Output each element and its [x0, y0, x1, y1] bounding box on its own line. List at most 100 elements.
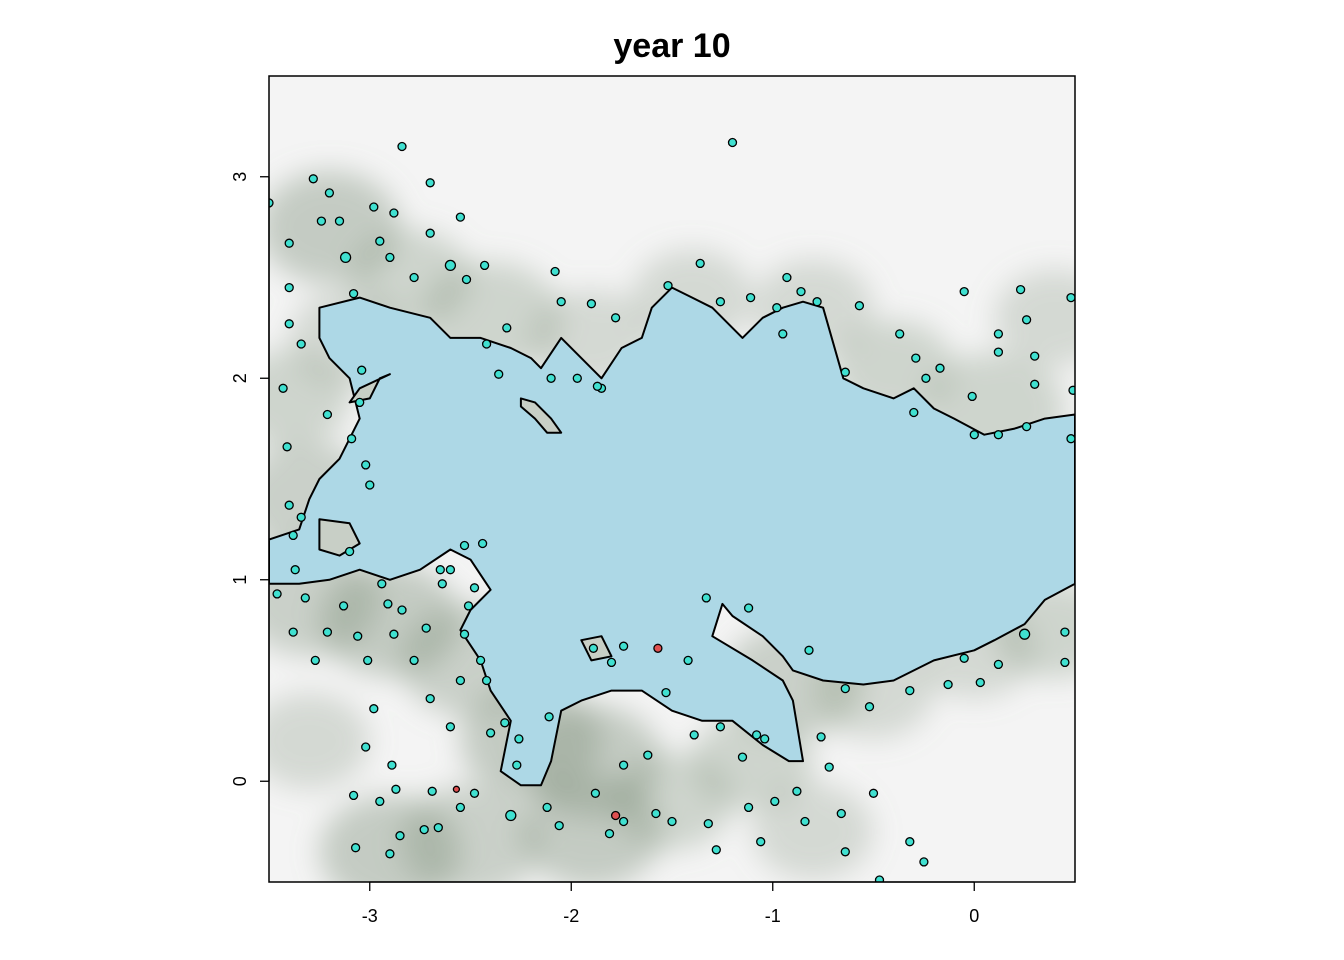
data-point: [389, 208, 399, 218]
data-point: [604, 828, 615, 839]
data-point: [397, 605, 407, 615]
data-point: [727, 137, 738, 148]
data-point: [756, 837, 766, 847]
data-point: [737, 752, 748, 762]
y-tick-label: 3: [230, 172, 250, 182]
data-point: [544, 712, 554, 722]
data-point: [338, 601, 349, 611]
data-point: [369, 202, 379, 212]
data-point: [272, 589, 282, 599]
data-point: [348, 790, 359, 801]
data-point: [1030, 351, 1040, 361]
data-point: [391, 784, 401, 794]
data-point: [864, 702, 875, 712]
data-point: [425, 228, 435, 238]
x-tick-label: -2: [563, 906, 579, 926]
water-body: [269, 287, 1075, 786]
data-point: [427, 786, 437, 796]
data-point: [459, 540, 470, 551]
data-point: [993, 329, 1004, 339]
x-tick-label: -1: [765, 906, 781, 926]
data-point: [1021, 315, 1032, 325]
data-point: [695, 258, 705, 269]
data-point: [322, 627, 333, 637]
data-point: [296, 512, 306, 522]
data-point: [479, 260, 490, 271]
data-point: [435, 565, 445, 575]
data-point: [905, 685, 915, 696]
island: [519, 397, 563, 434]
data-point: [796, 286, 806, 297]
data-point: [397, 141, 407, 152]
y-axis: 0 1 2 3: [230, 172, 270, 786]
data-point: [935, 363, 945, 373]
data-point: [745, 292, 756, 303]
data-point: [494, 369, 504, 379]
data-point: [824, 762, 834, 772]
data-point: [346, 434, 357, 444]
data-point: [278, 383, 288, 393]
data-point: [959, 653, 969, 663]
data-point: [363, 655, 373, 666]
data-point: [500, 718, 510, 728]
data-point: [701, 593, 711, 603]
data-point: [943, 679, 953, 690]
highlight-point: [610, 810, 621, 821]
data-point: [546, 373, 556, 383]
data-point: [911, 353, 921, 363]
data-point: [868, 788, 879, 798]
data-point: [284, 500, 294, 510]
data-point: [334, 216, 345, 226]
data-point: [355, 397, 365, 408]
data-point: [512, 760, 522, 770]
data-point: [993, 430, 1004, 440]
data-point: [284, 319, 294, 329]
data-point: [455, 802, 466, 813]
data-point: [554, 820, 564, 831]
data-point: [308, 174, 318, 184]
data-point: [993, 659, 1004, 670]
data-point: [751, 730, 762, 740]
data-point: [812, 297, 822, 307]
data-point: [778, 329, 788, 339]
data-point: [1060, 627, 1070, 637]
data-point: [461, 274, 472, 285]
data-point: [792, 786, 802, 796]
y-tick-label: 0: [230, 776, 250, 786]
data-point: [703, 818, 713, 829]
data-point: [282, 442, 292, 452]
data-point: [606, 657, 617, 668]
data-point: [1066, 292, 1075, 303]
data-point: [361, 460, 371, 470]
data-point: [816, 732, 826, 742]
vegetation-patch: [269, 350, 350, 447]
data-point: [959, 286, 969, 297]
data-point: [874, 875, 885, 882]
data-point: [361, 742, 371, 752]
data-point: [514, 734, 524, 744]
data-point: [445, 565, 456, 575]
data-point: [316, 216, 327, 226]
x-tick-label: 0: [969, 906, 979, 926]
data-point: [919, 857, 929, 867]
data-point: [840, 683, 850, 694]
data-point: [969, 430, 979, 440]
data-point: [385, 252, 395, 263]
data-point: [610, 313, 621, 323]
data-point: [383, 599, 393, 609]
data-point: [477, 538, 488, 549]
data-point: [409, 272, 419, 283]
data-point: [288, 627, 298, 637]
y-tick-label: 1: [230, 575, 250, 585]
data-point: [921, 373, 931, 383]
data-point: [463, 601, 474, 611]
data-point: [322, 409, 333, 420]
data-point: [455, 675, 466, 686]
data-point: [387, 760, 397, 770]
data-point: [284, 282, 294, 293]
data-point: [310, 655, 320, 666]
data-point: [485, 728, 496, 738]
data-point: [425, 693, 435, 704]
data-point: [550, 266, 560, 277]
data-point: [1066, 434, 1075, 444]
